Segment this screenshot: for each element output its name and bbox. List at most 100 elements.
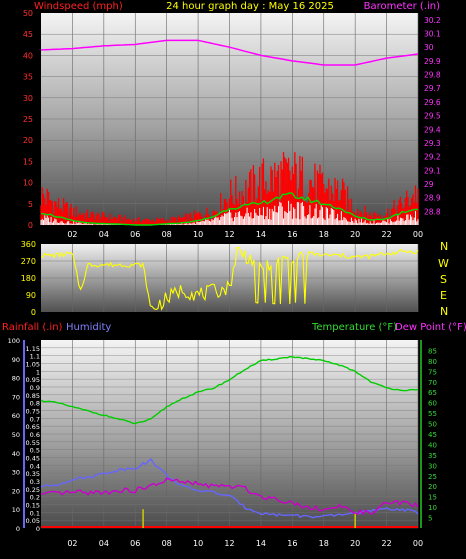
- x-tick-label: 06: [130, 230, 140, 239]
- temp-tick-label: 20: [428, 483, 437, 491]
- wind-tick-label: 15: [23, 157, 33, 166]
- x-tick-label: 04: [99, 539, 109, 548]
- windspeed-label: Windspeed (mph): [34, 1, 123, 12]
- baro-tick-label: 28.8: [424, 207, 441, 216]
- x-tick-label: 20: [350, 539, 360, 548]
- wind-tick-label: 35: [23, 73, 33, 82]
- humidity-tick-label: 50: [12, 431, 20, 439]
- baro-tick-label: 29.9: [424, 57, 441, 66]
- humidity-tick-label: 0: [16, 525, 20, 533]
- temp-tick-label: 40: [428, 441, 437, 449]
- humidity-line: [40, 457, 419, 519]
- rain-tick-label: 0.75: [26, 408, 40, 416]
- rain-tick-label: 0.65: [26, 423, 40, 431]
- wind-tick-label: 30: [23, 94, 33, 103]
- rain-tick-label: 0: [36, 525, 40, 533]
- rain-tick-label: 0.2: [30, 494, 40, 502]
- direction-tick-label: 0: [31, 308, 36, 317]
- x-tick-label: 08: [162, 539, 172, 548]
- temp-tick-label: 75: [428, 368, 437, 376]
- rain-tick-label: 0.55: [26, 439, 40, 447]
- wind-tick-label: 20: [23, 136, 33, 145]
- humidity-tick-label: 40: [12, 450, 20, 458]
- x-tick-label: 10: [193, 539, 203, 548]
- rainfall-label: Rainfall (.in): [2, 322, 63, 333]
- temp-tick-label: 10: [428, 504, 437, 512]
- baro-tick-label: 29.8: [424, 71, 441, 80]
- rain-tick-label: 0.45: [26, 455, 40, 463]
- humidity-tick-label: 30: [12, 469, 20, 477]
- rain-tick-label: 0.6: [30, 431, 40, 439]
- temperature-label: Temperature (°F): [311, 322, 397, 333]
- rain-tick-label: 0.9: [30, 384, 40, 392]
- humidity-tick-label: 100: [8, 337, 20, 345]
- x-tick-label: 04: [99, 230, 109, 239]
- rain-tick-label: 0.1: [30, 509, 40, 517]
- x-tick-label: 08: [162, 230, 172, 239]
- baro-tick-label: 30.2: [424, 16, 441, 25]
- x-tick-label: 18: [319, 230, 329, 239]
- direction-tick-label: 180: [21, 274, 36, 283]
- x-tick-label: 10: [193, 230, 203, 239]
- temp-tick-label: 15: [428, 494, 437, 502]
- temp-tick-label: 85: [428, 347, 437, 355]
- baro-tick-label: 29.6: [424, 98, 441, 107]
- rain-tick-label: 0.35: [26, 470, 40, 478]
- baro-tick-label: 30.1: [424, 30, 441, 39]
- x-tick-label: 02: [67, 230, 77, 239]
- baro-tick-label: 30: [424, 43, 434, 52]
- rain-tick-label: 1: [36, 368, 40, 376]
- x-tick-label: 22: [381, 539, 391, 548]
- x-tick-label: 20: [350, 230, 360, 239]
- temp-tick-label: 65: [428, 389, 437, 397]
- baro-tick-label: 28.9: [424, 194, 441, 203]
- dewpoint-line: [40, 477, 419, 516]
- wind-direction-line: [40, 246, 419, 311]
- x-tick-label: 02: [67, 539, 77, 548]
- wind-tick-label: 0: [28, 221, 33, 230]
- x-tick-label: 00: [413, 539, 423, 548]
- baro-tick-label: 29: [424, 180, 434, 189]
- temp-tick-label: 50: [428, 421, 437, 429]
- compass-s: S: [440, 273, 447, 286]
- wind-tick-label: 45: [23, 30, 33, 39]
- direction-tick-label: 90: [26, 291, 36, 300]
- temp-tick-label: 55: [428, 410, 437, 418]
- rain-tick-label: 0.3: [30, 478, 40, 486]
- x-tick-label: 14: [256, 230, 266, 239]
- rain-tick-label: 0.85: [26, 392, 40, 400]
- dewpoint-label: Dew Point (°F): [395, 322, 466, 333]
- x-tick-label: 18: [319, 539, 329, 548]
- barometer-label: Barometer (.in): [364, 1, 440, 12]
- x-tick-label: 22: [381, 230, 391, 239]
- compass-n-top: N: [440, 240, 448, 253]
- rain-tick-label: 0.25: [26, 486, 40, 494]
- barometer-line: [40, 39, 419, 66]
- baro-tick-label: 29.2: [424, 153, 441, 162]
- wind-tick-label: 5: [28, 200, 33, 209]
- temp-tick-label: 45: [428, 431, 437, 439]
- x-tick-label: 00: [413, 230, 423, 239]
- humidity-tick-label: 90: [12, 356, 20, 364]
- compass-n-bottom: N: [440, 305, 448, 318]
- x-tick-label: 12: [224, 230, 234, 239]
- rain-tick-label: 0.15: [26, 502, 40, 510]
- wind-tick-label: 10: [23, 179, 33, 188]
- x-tick-label: 12: [224, 539, 234, 548]
- direction-tick-label: 360: [21, 240, 36, 249]
- humidity-tick-label: 60: [12, 412, 20, 420]
- rain-tick-label: 1.05: [26, 361, 40, 369]
- baro-tick-label: 29.7: [424, 84, 441, 93]
- rain-tick-label: 1.15: [26, 345, 40, 353]
- humidity-tick-label: 20: [12, 487, 20, 495]
- temp-tick-label: 70: [428, 379, 437, 387]
- rain-tick-label: 0.7: [30, 415, 40, 423]
- temperature-line: [40, 355, 419, 425]
- rain-tick-label: 1.1: [30, 353, 40, 361]
- humidity-label: Humidity: [66, 322, 111, 333]
- humidity-tick-label: 10: [12, 506, 20, 514]
- baro-tick-label: 29.5: [424, 112, 441, 121]
- x-tick-label: 06: [130, 539, 140, 548]
